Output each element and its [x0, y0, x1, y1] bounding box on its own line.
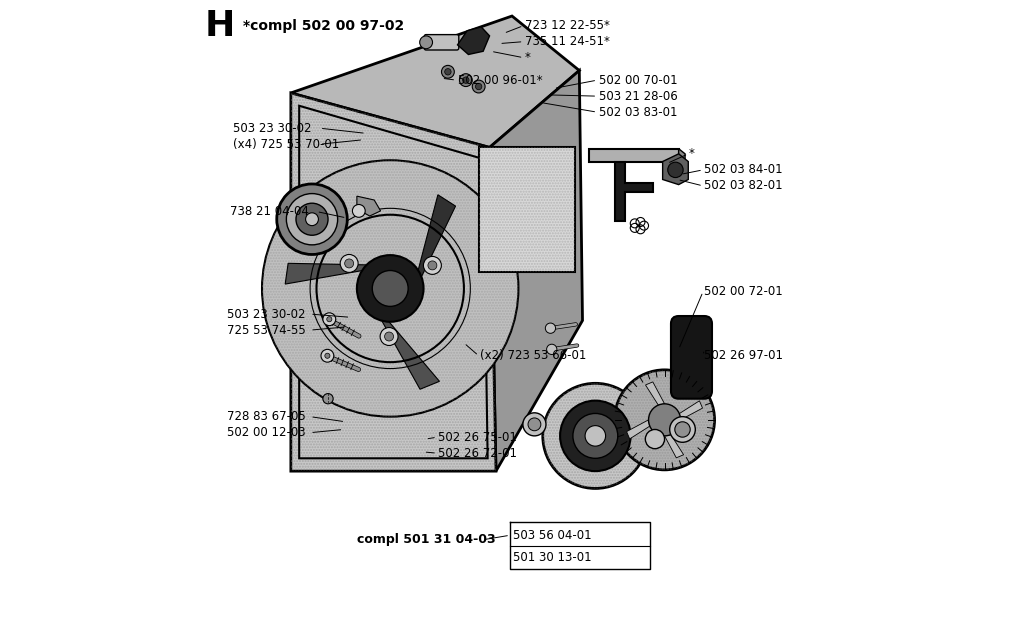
Circle shape — [325, 353, 330, 358]
Text: 502 03 84-01: 502 03 84-01 — [705, 163, 783, 176]
Polygon shape — [627, 420, 650, 439]
Polygon shape — [291, 16, 580, 147]
Polygon shape — [663, 154, 688, 185]
Polygon shape — [291, 93, 496, 471]
Text: 502 00 96-01*: 502 00 96-01* — [458, 74, 542, 87]
Text: 502 03 82-01: 502 03 82-01 — [705, 179, 783, 192]
Polygon shape — [415, 195, 456, 288]
Text: 502 00 72-01: 502 00 72-01 — [705, 285, 783, 298]
Circle shape — [546, 323, 556, 333]
Circle shape — [543, 383, 648, 488]
Circle shape — [428, 261, 437, 270]
Text: 502 00 12-03: 502 00 12-03 — [226, 426, 305, 439]
Circle shape — [523, 413, 546, 436]
FancyBboxPatch shape — [424, 35, 459, 50]
Polygon shape — [285, 263, 380, 284]
Circle shape — [560, 401, 631, 471]
Polygon shape — [645, 382, 665, 405]
Polygon shape — [589, 149, 679, 162]
Circle shape — [460, 74, 472, 87]
Text: 503 56 04-01: 503 56 04-01 — [513, 529, 592, 542]
Circle shape — [321, 349, 334, 362]
Circle shape — [380, 328, 398, 345]
Text: (x4) 725 53 70-01: (x4) 725 53 70-01 — [233, 138, 339, 151]
Circle shape — [287, 194, 338, 245]
Circle shape — [444, 69, 452, 75]
Text: 725 53 74-55: 725 53 74-55 — [226, 324, 305, 337]
Text: 503 21 28-06: 503 21 28-06 — [599, 90, 677, 103]
Circle shape — [475, 83, 482, 90]
FancyBboxPatch shape — [671, 316, 712, 399]
Polygon shape — [458, 27, 489, 54]
Text: 723 12 22-55*: 723 12 22-55* — [525, 19, 609, 32]
Text: 502 26 97-01: 502 26 97-01 — [705, 349, 783, 362]
Circle shape — [357, 255, 424, 322]
Polygon shape — [665, 435, 684, 458]
Polygon shape — [614, 162, 653, 221]
Circle shape — [352, 204, 366, 217]
Circle shape — [327, 317, 332, 322]
Text: 738 21 04-04: 738 21 04-04 — [230, 205, 309, 218]
Circle shape — [385, 332, 393, 341]
Text: *: * — [688, 147, 694, 160]
Text: H: H — [205, 8, 234, 43]
Polygon shape — [376, 310, 439, 389]
Circle shape — [345, 259, 353, 268]
Circle shape — [305, 213, 318, 226]
Text: 503 23 30-02: 503 23 30-02 — [233, 122, 311, 135]
Circle shape — [614, 370, 715, 470]
Circle shape — [420, 36, 432, 49]
Circle shape — [323, 313, 336, 326]
Text: 503 23 30-02: 503 23 30-02 — [226, 308, 305, 320]
Circle shape — [572, 413, 617, 458]
Circle shape — [528, 418, 541, 431]
Circle shape — [262, 160, 518, 417]
Polygon shape — [679, 401, 702, 420]
Text: 502 26 75-01: 502 26 75-01 — [438, 431, 517, 444]
Text: 502 03 83-01: 502 03 83-01 — [599, 106, 677, 119]
Circle shape — [585, 426, 605, 446]
Text: 502 00 70-01: 502 00 70-01 — [599, 74, 677, 87]
Text: (x2) 723 53 66-01: (x2) 723 53 66-01 — [480, 349, 587, 362]
Circle shape — [340, 254, 358, 272]
Circle shape — [373, 271, 409, 306]
Circle shape — [296, 203, 328, 235]
Text: 501 30 13-01: 501 30 13-01 — [513, 551, 592, 564]
Circle shape — [424, 256, 441, 274]
Polygon shape — [679, 149, 685, 167]
Text: 728 83 67-05: 728 83 67-05 — [226, 410, 305, 423]
Bar — [478, 147, 574, 272]
Text: *: * — [525, 51, 530, 64]
Text: 502 26 72-01: 502 26 72-01 — [438, 447, 517, 460]
Circle shape — [668, 162, 683, 178]
Circle shape — [547, 344, 557, 354]
Circle shape — [323, 394, 333, 404]
Bar — [478, 147, 574, 272]
Circle shape — [648, 404, 681, 436]
Text: 735 11 24-51*: 735 11 24-51* — [525, 35, 609, 48]
Text: *compl 502 00 97-02: *compl 502 00 97-02 — [243, 19, 404, 33]
Polygon shape — [357, 196, 381, 216]
Circle shape — [463, 77, 469, 83]
Text: compl 501 31 04-03: compl 501 31 04-03 — [357, 533, 496, 546]
Circle shape — [675, 422, 690, 437]
Circle shape — [645, 429, 665, 449]
Circle shape — [441, 65, 455, 78]
Circle shape — [670, 417, 695, 442]
Polygon shape — [489, 71, 583, 471]
Circle shape — [472, 80, 485, 93]
Circle shape — [276, 184, 347, 254]
